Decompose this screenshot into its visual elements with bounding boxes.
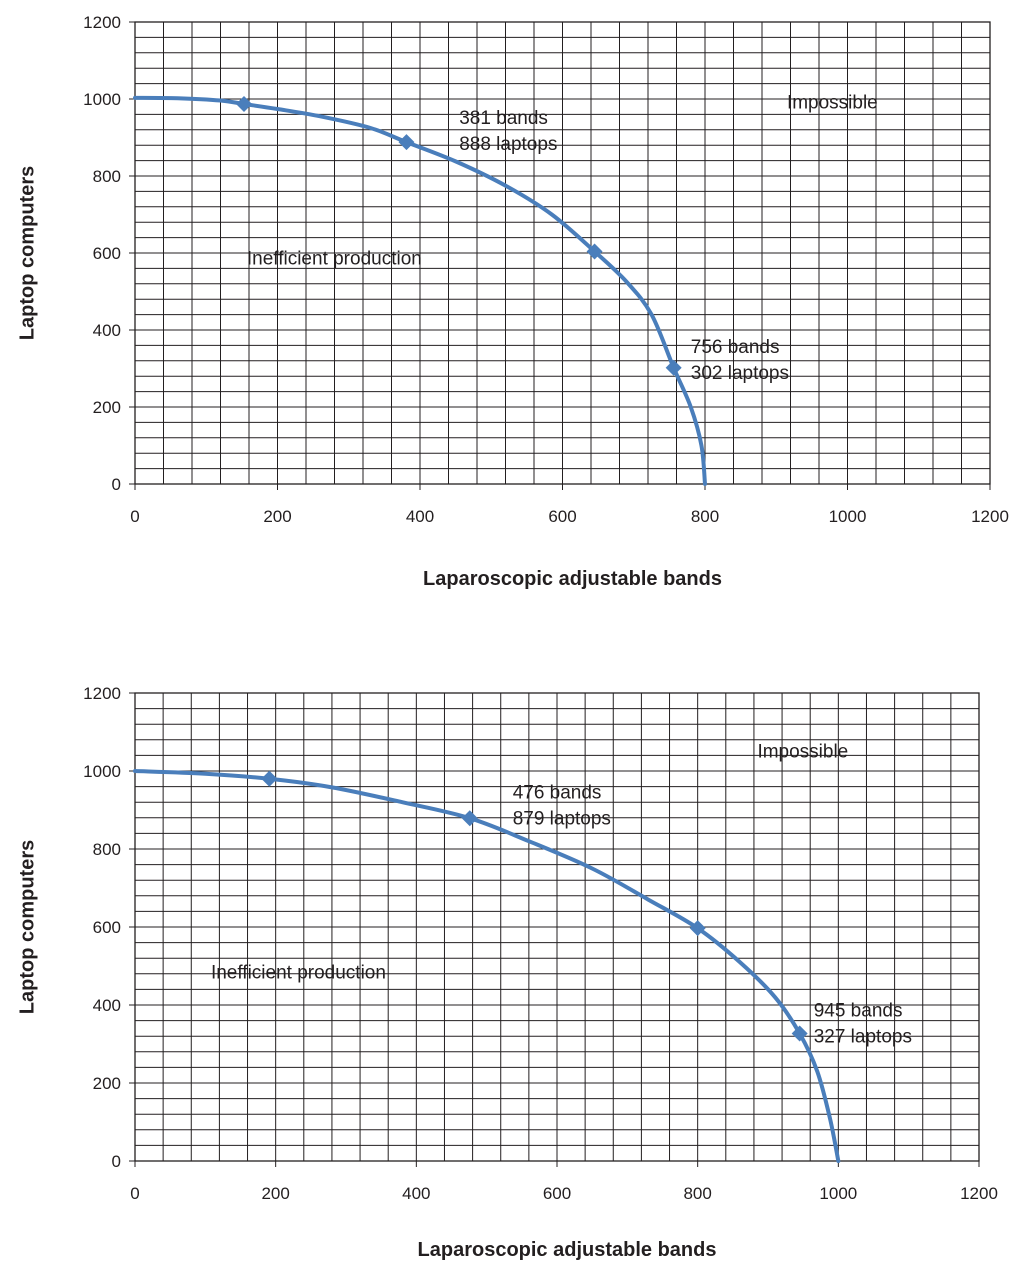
x-tick-label: 400 bbox=[406, 507, 434, 526]
chart-bottom: 0 200 400 600 800 1000 1200 0 200 400 600 800 1000 12… bbox=[16, 684, 998, 1261]
annotation-text: 327 laptops bbox=[814, 1027, 912, 1048]
annotation-text: 381 bands bbox=[459, 108, 548, 129]
data-point-marker bbox=[461, 810, 478, 827]
y-tick-label: 200 bbox=[93, 1074, 121, 1093]
x-tick-label: 600 bbox=[543, 1184, 571, 1203]
x-axis-title: Laparoscopic adjustable bands bbox=[418, 1239, 717, 1261]
data-point-marker bbox=[665, 359, 682, 376]
annotation-text: 888 laptops bbox=[459, 134, 557, 155]
annotation-text: 302 laptops bbox=[691, 363, 789, 384]
x-tick-label: 1200 bbox=[960, 1184, 998, 1203]
y-tick-label: 800 bbox=[93, 167, 121, 186]
data-point-marker bbox=[689, 920, 706, 937]
y-tick-label: 1000 bbox=[83, 90, 121, 109]
x-tick-label: 200 bbox=[261, 1184, 289, 1203]
annotation-text: 879 laptops bbox=[513, 808, 611, 829]
data-point-marker bbox=[236, 96, 253, 113]
x-tick-label: 400 bbox=[402, 1184, 430, 1203]
annotation-text: Inefficient production bbox=[247, 249, 422, 270]
y-tick-label: 200 bbox=[93, 398, 121, 417]
x-tick-label: 0 bbox=[130, 507, 139, 526]
y-tick-label: 0 bbox=[112, 475, 121, 494]
ppf-curve bbox=[133, 769, 841, 1163]
y-tick-label: 1000 bbox=[83, 762, 121, 781]
chart-top: 0 200 400 600 800 1000 1200 0 200 400 600 800 1000 12… bbox=[16, 13, 1009, 590]
annotation-text: 945 bands bbox=[814, 1001, 903, 1022]
y-tick-label: 1200 bbox=[83, 13, 121, 32]
y-tick-label: 400 bbox=[93, 996, 121, 1015]
annotation-text: 476 bands bbox=[513, 782, 602, 803]
x-tick-label: 600 bbox=[548, 507, 576, 526]
y-tick-label: 600 bbox=[93, 918, 121, 937]
x-tick-label: 200 bbox=[263, 507, 291, 526]
y-axis-title: Laptop computers bbox=[16, 166, 38, 340]
grid bbox=[134, 692, 980, 1162]
y-tick-label: 0 bbox=[112, 1152, 121, 1171]
x-tick-label: 1000 bbox=[829, 507, 867, 526]
x-tick-label: 1200 bbox=[971, 507, 1009, 526]
data-point-marker bbox=[398, 134, 415, 151]
x-tick-label: 800 bbox=[691, 507, 719, 526]
x-tick-label: 1000 bbox=[819, 1184, 857, 1203]
annotation-text: Impossible bbox=[757, 741, 848, 762]
data-point-marker bbox=[586, 243, 603, 260]
data-point-marker bbox=[791, 1025, 808, 1042]
y-axis-title: Laptop computers bbox=[16, 840, 38, 1014]
x-axis-title: Laparoscopic adjustable bands bbox=[423, 568, 722, 590]
x-tick-label: 0 bbox=[130, 1184, 139, 1203]
y-tick-label: 600 bbox=[93, 244, 121, 263]
y-tick-label: 800 bbox=[93, 840, 121, 859]
data-point-marker bbox=[261, 770, 278, 787]
annotation-text: 756 bands bbox=[691, 337, 780, 358]
x-tick-label: 800 bbox=[683, 1184, 711, 1203]
annotation-text: Inefficient production bbox=[211, 962, 386, 983]
grid bbox=[134, 21, 991, 485]
annotation-text: Impossible bbox=[787, 93, 878, 114]
y-tick-label: 1200 bbox=[83, 684, 121, 703]
y-tick-label: 400 bbox=[93, 321, 121, 340]
